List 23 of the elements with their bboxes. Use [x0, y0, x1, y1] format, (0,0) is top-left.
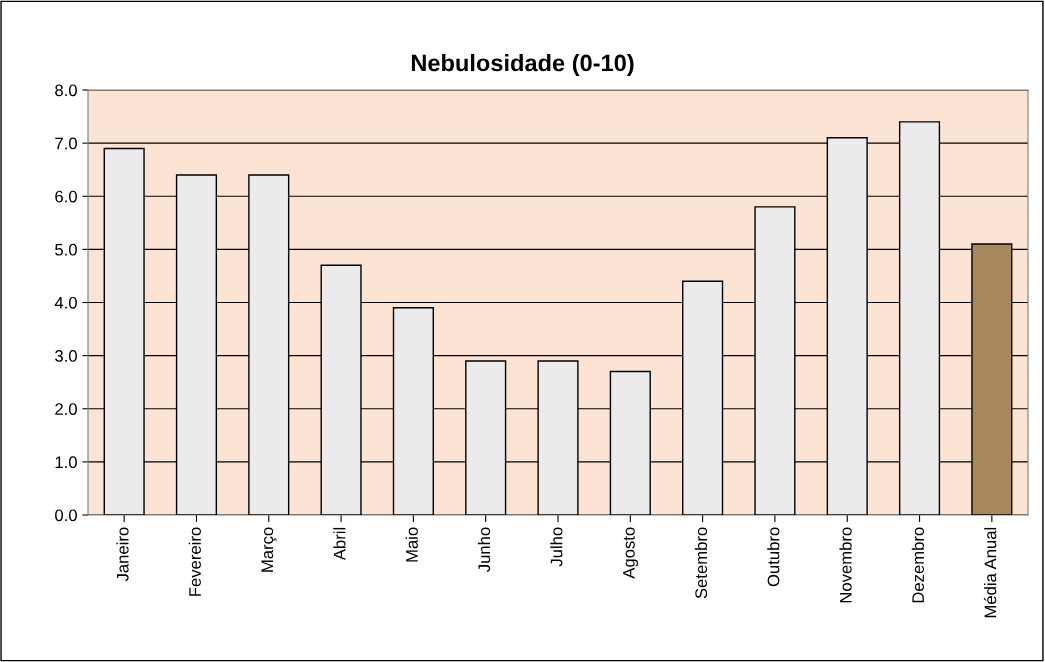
y-tick-label: 3.0: [55, 350, 77, 362]
x-tick-label: Abril: [333, 527, 346, 561]
x-tick-label: Junho: [477, 527, 491, 572]
x-tick-label: Maio: [405, 527, 418, 562]
x-tick-label: Média Anual: [983, 527, 997, 618]
x-tick-label: Dezembro: [911, 527, 925, 603]
y-tick-label: 5.0: [55, 243, 77, 256]
x-tick-label: Setembro: [694, 527, 708, 599]
x-tick-label: Fevereiro: [188, 527, 201, 596]
x-tick-label: Outubro: [767, 527, 780, 587]
x-tick-label: Janeiro: [116, 527, 129, 582]
y-tick-label: 4.0: [54, 296, 77, 309]
x-tick-label: Julho: [550, 527, 563, 567]
chart-title: Nebulosidade (0-10): [411, 54, 634, 76]
y-tick-label: 8.0: [55, 84, 77, 97]
y-tick-label: 0.0: [55, 509, 77, 522]
x-tick-label: Março: [261, 527, 277, 572]
y-tick-label: 1.0: [55, 456, 77, 469]
x-tick-label: Novembro: [839, 527, 852, 603]
y-tick-label: 6.0: [55, 190, 77, 203]
y-tick-label: 2.0: [55, 403, 77, 415]
x-tick-label: Agosto: [623, 527, 639, 579]
y-tick-label: 7.0: [55, 137, 77, 150]
